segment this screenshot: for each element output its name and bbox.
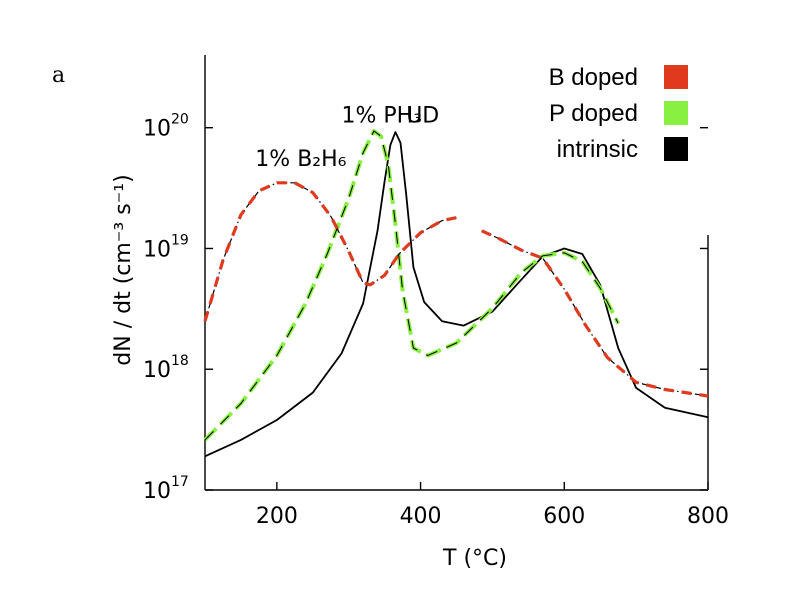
x-tick-label: 200 <box>256 504 298 529</box>
series-line <box>203 181 457 322</box>
y-axis-title: dN / dt (cm⁻³ s⁻¹) <box>111 174 136 365</box>
legend-entry-label: B doped <box>549 64 638 91</box>
legend-entry-label: intrinsic <box>557 136 638 163</box>
y-tick-base: 10 <box>143 358 171 383</box>
y-tick-label: 1019 <box>143 232 189 262</box>
y-tick-exponent: 19 <box>171 232 189 248</box>
y-tick-exponent: 20 <box>171 112 189 128</box>
series-layer <box>203 129 709 458</box>
y-tick-exponent: 18 <box>171 353 189 369</box>
series-line-underlay <box>481 230 709 397</box>
series-b-doped <box>481 229 709 398</box>
legend-swatch <box>664 137 688 161</box>
y-tick-exponent: 17 <box>171 474 189 490</box>
legend: B doped P doped intrinsic <box>549 64 688 163</box>
series-b-doped <box>203 181 457 322</box>
y-tick-base: 10 <box>143 117 171 142</box>
y-tick-base: 10 <box>143 237 171 262</box>
x-tick-label: 800 <box>687 504 729 529</box>
series-line <box>204 131 709 458</box>
y-tick-label: 1018 <box>143 353 189 383</box>
series-p-doped <box>203 129 620 442</box>
y-tick-label: 1020 <box>143 112 189 142</box>
series-intrinsic <box>204 131 709 458</box>
legend-swatch <box>664 101 688 125</box>
panel-label: a <box>52 63 65 88</box>
x-tick-label: 400 <box>400 504 442 529</box>
series-line <box>203 129 620 442</box>
series-line-underlay <box>204 182 457 322</box>
y-tick-base: 10 <box>143 479 171 504</box>
x-tick-label: 600 <box>543 504 585 529</box>
curve-annotation: 1% B₂H₆ <box>255 147 346 172</box>
series-line-underlay <box>204 130 619 441</box>
curve-annotation: UD <box>406 104 439 129</box>
x-axis-title: T (°C) <box>442 546 507 571</box>
series-line <box>481 229 709 398</box>
curve-annotation: 1% PH₃ <box>342 104 423 129</box>
legend-swatch <box>664 65 688 89</box>
legend-entry-label: P doped <box>549 100 638 127</box>
y-tick-label: 1017 <box>143 474 189 504</box>
